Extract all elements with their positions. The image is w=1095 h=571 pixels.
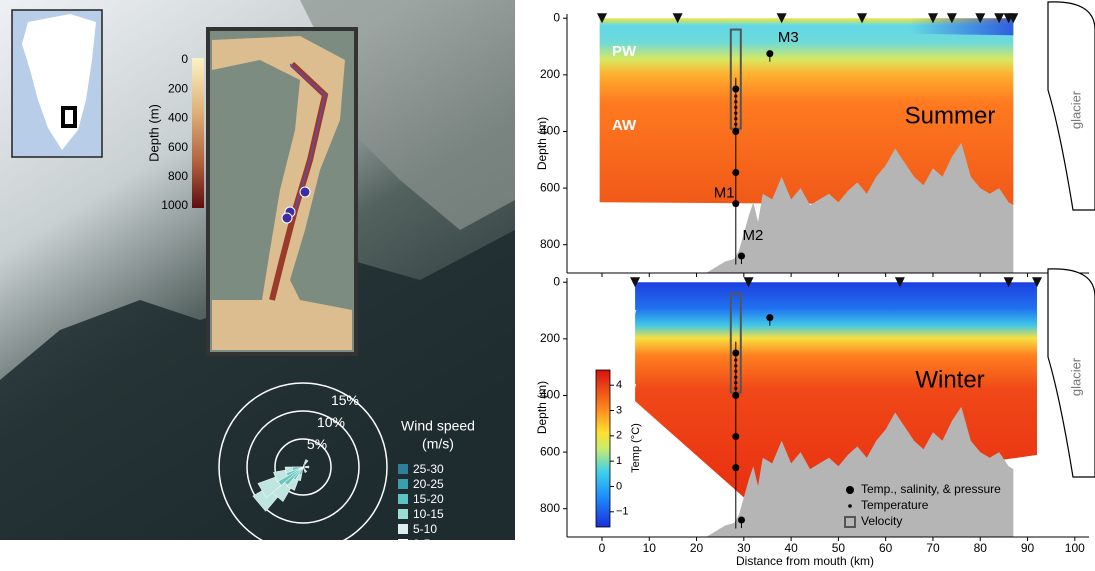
instrument (732, 169, 739, 176)
legend-label: Temperature (861, 498, 929, 512)
y-tick-label: 800 (540, 237, 560, 251)
y-tick-label: 600 (540, 180, 560, 194)
y-tick-label: 600 (540, 444, 560, 458)
mooring-label: M1 (714, 185, 735, 202)
temperature-sensor (734, 123, 737, 126)
wind-legend-title: Wind speed (401, 418, 475, 434)
temp-tick-label: 0 (616, 480, 622, 492)
temperature-sensor (734, 381, 737, 384)
x-tick-label: 90 (1021, 541, 1035, 555)
y-axis-label: Depth (m) (535, 381, 549, 434)
x-tick-label: 10 (643, 541, 657, 555)
temperature-sensor (734, 100, 737, 103)
x-tick-label: 70 (926, 541, 940, 555)
season-label: Winter (915, 367, 984, 394)
y-tick-label: 200 (540, 67, 560, 81)
map-panel: Depth (m) 5%10%15%Wind speed(m/s)25-3020… (0, 0, 515, 551)
rose-ring-label: 15% (331, 392, 359, 408)
x-tick-label: 80 (974, 541, 988, 555)
y-tick-label: 200 (540, 331, 560, 345)
depth-colorbar-label: Depth (m) (146, 104, 161, 162)
glacier-label: glacier (1068, 90, 1083, 129)
wind-legend-label: 0-5 (413, 537, 431, 551)
temperature-sensor (734, 106, 737, 109)
wind-legend-swatch (398, 539, 408, 549)
temperature-sensor (734, 117, 737, 120)
instrument (732, 392, 739, 399)
wind-legend-swatch (398, 479, 408, 489)
temperature-sensor (734, 358, 737, 361)
depth-tick-label: 1000 (161, 198, 188, 212)
rose-ring-label: 5% (307, 436, 327, 452)
x-tick-label: 20 (690, 541, 704, 555)
glacier-label: glacier (1068, 357, 1083, 396)
wind-legend-swatch (398, 464, 408, 474)
legend-label: Velocity (861, 514, 902, 528)
depth-tick-label: 200 (168, 81, 188, 95)
wind-legend-swatch (398, 524, 408, 534)
wind-legend-swatch (398, 494, 408, 504)
temp-tick-label: 1 (616, 455, 622, 467)
x-tick-label: 0 (599, 541, 606, 555)
temperature-sensor (734, 94, 737, 97)
mooring-label: M2 (742, 227, 763, 244)
temp-tick-label: 3 (616, 404, 622, 416)
temperature-sensor (734, 111, 737, 114)
legend-label: Temp., salinity, & pressure (861, 482, 1001, 496)
sections-panel: 0200400600800Depth (m)PWAWSummerM1M2M3gl… (535, 2, 1095, 568)
temp-colorbar-label: Temp (°C) (630, 423, 642, 473)
y-tick-label: 0 (553, 10, 560, 24)
instrument (732, 86, 739, 93)
water-mass-label: PW (612, 307, 637, 324)
rose-ring-label: 10% (317, 414, 345, 430)
temp-tick-label: 2 (616, 430, 622, 442)
instrument (732, 464, 739, 471)
depth-tick-label: 600 (168, 140, 188, 154)
season-label: Summer (905, 103, 996, 130)
mooring-label: M3 (778, 29, 799, 46)
legend-symbol (848, 504, 852, 508)
temp-colorbar (596, 370, 610, 527)
depth-tick-label: 800 (168, 169, 188, 183)
x-tick-label: 100 (1065, 541, 1085, 555)
x-tick-label: 30 (737, 541, 751, 555)
mooring-location (282, 213, 292, 223)
instrument (732, 350, 739, 357)
wind-legend-label: 25-30 (413, 462, 444, 476)
y-tick-label: 0 (553, 274, 560, 288)
wind-legend-label: 5-10 (413, 522, 437, 536)
temperature-sensor (734, 364, 737, 367)
temperature-sensor (734, 387, 737, 390)
x-tick-label: 50 (832, 541, 846, 555)
depth-colorbar (192, 58, 204, 208)
wind-legend-label: 10-15 (413, 507, 444, 521)
figure: Depth (m) 5%10%15%Wind speed(m/s)25-3020… (0, 0, 1095, 571)
wind-legend-title: (m/s) (422, 436, 454, 452)
legend-symbol (846, 486, 854, 494)
x-axis-label: Distance from mouth (km) (736, 554, 874, 568)
x-tick-label: 60 (879, 541, 893, 555)
wind-legend-swatch (398, 509, 408, 519)
temp-tick-label: 4 (616, 379, 622, 391)
x-tick-label: 40 (784, 541, 798, 555)
wind-legend-label: 20-25 (413, 477, 444, 491)
y-axis-label: Depth (m) (535, 117, 549, 170)
mooring-location (300, 187, 310, 197)
wind-legend-label: 15-20 (413, 492, 444, 506)
y-tick-label: 800 (540, 501, 560, 515)
instrument (732, 128, 739, 135)
temp-tick-label: −1 (616, 506, 629, 518)
water-mass-label: PW (612, 43, 637, 60)
temperature-sensor (734, 370, 737, 373)
depth-tick-label: 0 (181, 52, 188, 66)
instrument (732, 433, 739, 440)
depth-tick-label: 400 (168, 111, 188, 125)
water-mass-label: AW (612, 117, 637, 134)
temperature-sensor (734, 375, 737, 378)
study-area-box (63, 108, 75, 126)
